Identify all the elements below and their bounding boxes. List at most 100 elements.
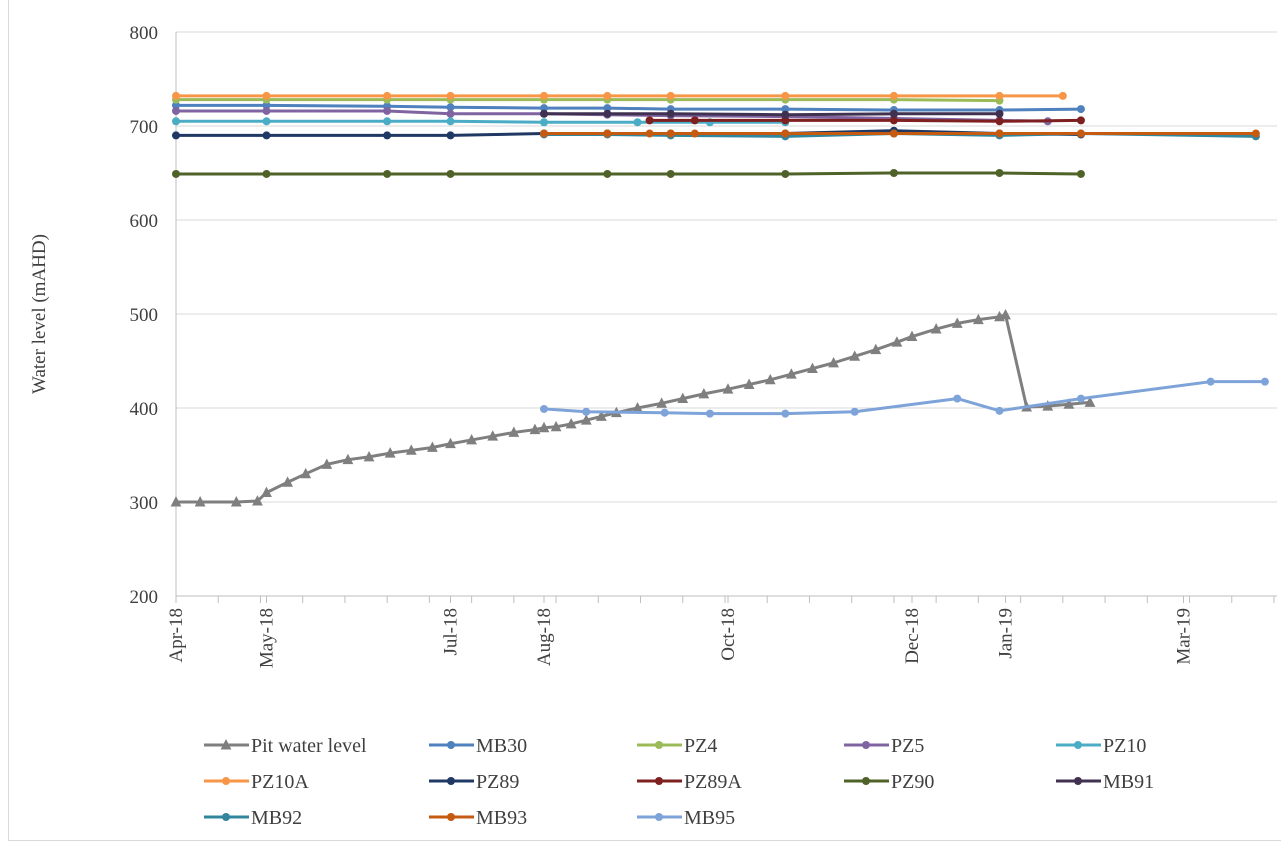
legend-label: PZ10A <box>251 771 309 793</box>
data-point <box>446 103 455 112</box>
legend-entry: PZ10A <box>204 771 309 793</box>
legend-label: PZ4 <box>684 735 717 757</box>
x-tick-label: Jan-19 <box>996 608 1017 659</box>
data-point <box>862 777 870 785</box>
data-point <box>262 131 271 140</box>
series-line <box>543 380 1265 416</box>
data-point <box>220 739 232 750</box>
data-point <box>262 117 271 126</box>
data-point <box>705 409 714 418</box>
data-point <box>508 426 520 437</box>
y-tick-label: 300 <box>130 493 159 514</box>
data-point <box>540 104 549 113</box>
data-point <box>194 496 206 507</box>
data-point <box>172 91 180 100</box>
legend-label: PZ89 <box>476 771 519 793</box>
data-point <box>862 741 870 749</box>
data-point <box>781 105 790 114</box>
data-point <box>743 378 755 389</box>
legend-entry: PZ89 <box>429 771 519 793</box>
data-point <box>953 394 962 403</box>
data-point <box>655 741 663 749</box>
data-point <box>632 402 643 413</box>
data-point <box>321 458 333 469</box>
x-tick-label: May-18 <box>256 608 277 668</box>
data-point <box>781 91 790 100</box>
data-point <box>1206 377 1215 386</box>
data-point <box>565 418 577 429</box>
chart-container: 200 300 400 500 600 700 800 Apr-18 May-18 Jul-18 A… <box>8 0 1281 841</box>
x-tick-label: Aug-18 <box>534 608 555 666</box>
data-point <box>870 343 882 355</box>
data-point <box>906 330 918 342</box>
axes: 200 300 400 500 600 700 800 Apr-18 May-18 Jul-18 A… <box>130 23 1277 668</box>
series-line <box>176 98 1000 103</box>
y-tick-label: 800 <box>130 23 159 44</box>
data-point <box>849 350 861 361</box>
y-tick-label: 200 <box>130 587 159 608</box>
data-point <box>995 109 1004 118</box>
data-point <box>300 467 312 479</box>
data-point <box>889 129 898 138</box>
data-point <box>690 116 699 125</box>
data-point <box>550 420 562 432</box>
series-line <box>176 171 1081 176</box>
data-point <box>170 496 182 507</box>
data-point <box>722 383 734 394</box>
data-point <box>764 373 776 385</box>
data-point <box>538 421 550 433</box>
legend-label: Pit water level <box>251 735 367 757</box>
data-point <box>172 117 180 126</box>
data-point <box>690 129 699 138</box>
data-point <box>222 813 230 821</box>
data-point <box>889 169 898 177</box>
data-point <box>891 336 903 347</box>
legend-label: PZ89A <box>684 771 742 793</box>
series <box>170 91 1269 507</box>
legend-label: PZ90 <box>891 771 934 793</box>
legend-label: MB30 <box>476 735 527 757</box>
data-point <box>1076 169 1085 178</box>
x-tick-label: Jul-18 <box>440 608 461 656</box>
data-point <box>655 777 663 785</box>
data-point <box>666 129 675 138</box>
data-point <box>342 453 354 465</box>
data-point <box>603 104 612 113</box>
data-point <box>447 741 455 749</box>
x-tick-label: Apr-18 <box>166 608 187 663</box>
data-point <box>666 169 675 178</box>
y-tick-label: 600 <box>130 211 159 232</box>
data-point <box>172 131 180 140</box>
data-point <box>384 447 396 458</box>
data-point <box>1058 91 1067 100</box>
data-point <box>595 410 607 421</box>
legend-label: MB92 <box>251 807 302 829</box>
legend-entry: Pit water level <box>204 735 367 757</box>
data-point <box>1251 129 1260 138</box>
series-line <box>176 103 1081 112</box>
series-pz89a <box>645 116 1085 126</box>
series-mb95 <box>540 377 1269 418</box>
data-point <box>781 129 790 138</box>
data-point <box>262 106 271 115</box>
data-point <box>660 408 669 417</box>
data-point <box>383 106 392 115</box>
series-pz90 <box>172 169 1085 178</box>
data-point <box>172 169 180 178</box>
data-point <box>781 409 790 418</box>
series-line <box>649 118 1081 123</box>
data-point <box>282 476 294 487</box>
data-point <box>930 323 942 334</box>
data-point <box>529 423 541 435</box>
series-mb93 <box>540 129 1260 138</box>
data-point <box>426 441 438 452</box>
data-point <box>889 91 898 100</box>
data-point <box>1084 396 1096 407</box>
series-pz10a <box>172 91 1067 100</box>
data-point <box>447 813 455 821</box>
data-point <box>446 117 455 126</box>
data-point <box>889 116 898 125</box>
data-point <box>995 129 1004 138</box>
data-point <box>807 362 818 373</box>
data-point <box>262 91 271 100</box>
